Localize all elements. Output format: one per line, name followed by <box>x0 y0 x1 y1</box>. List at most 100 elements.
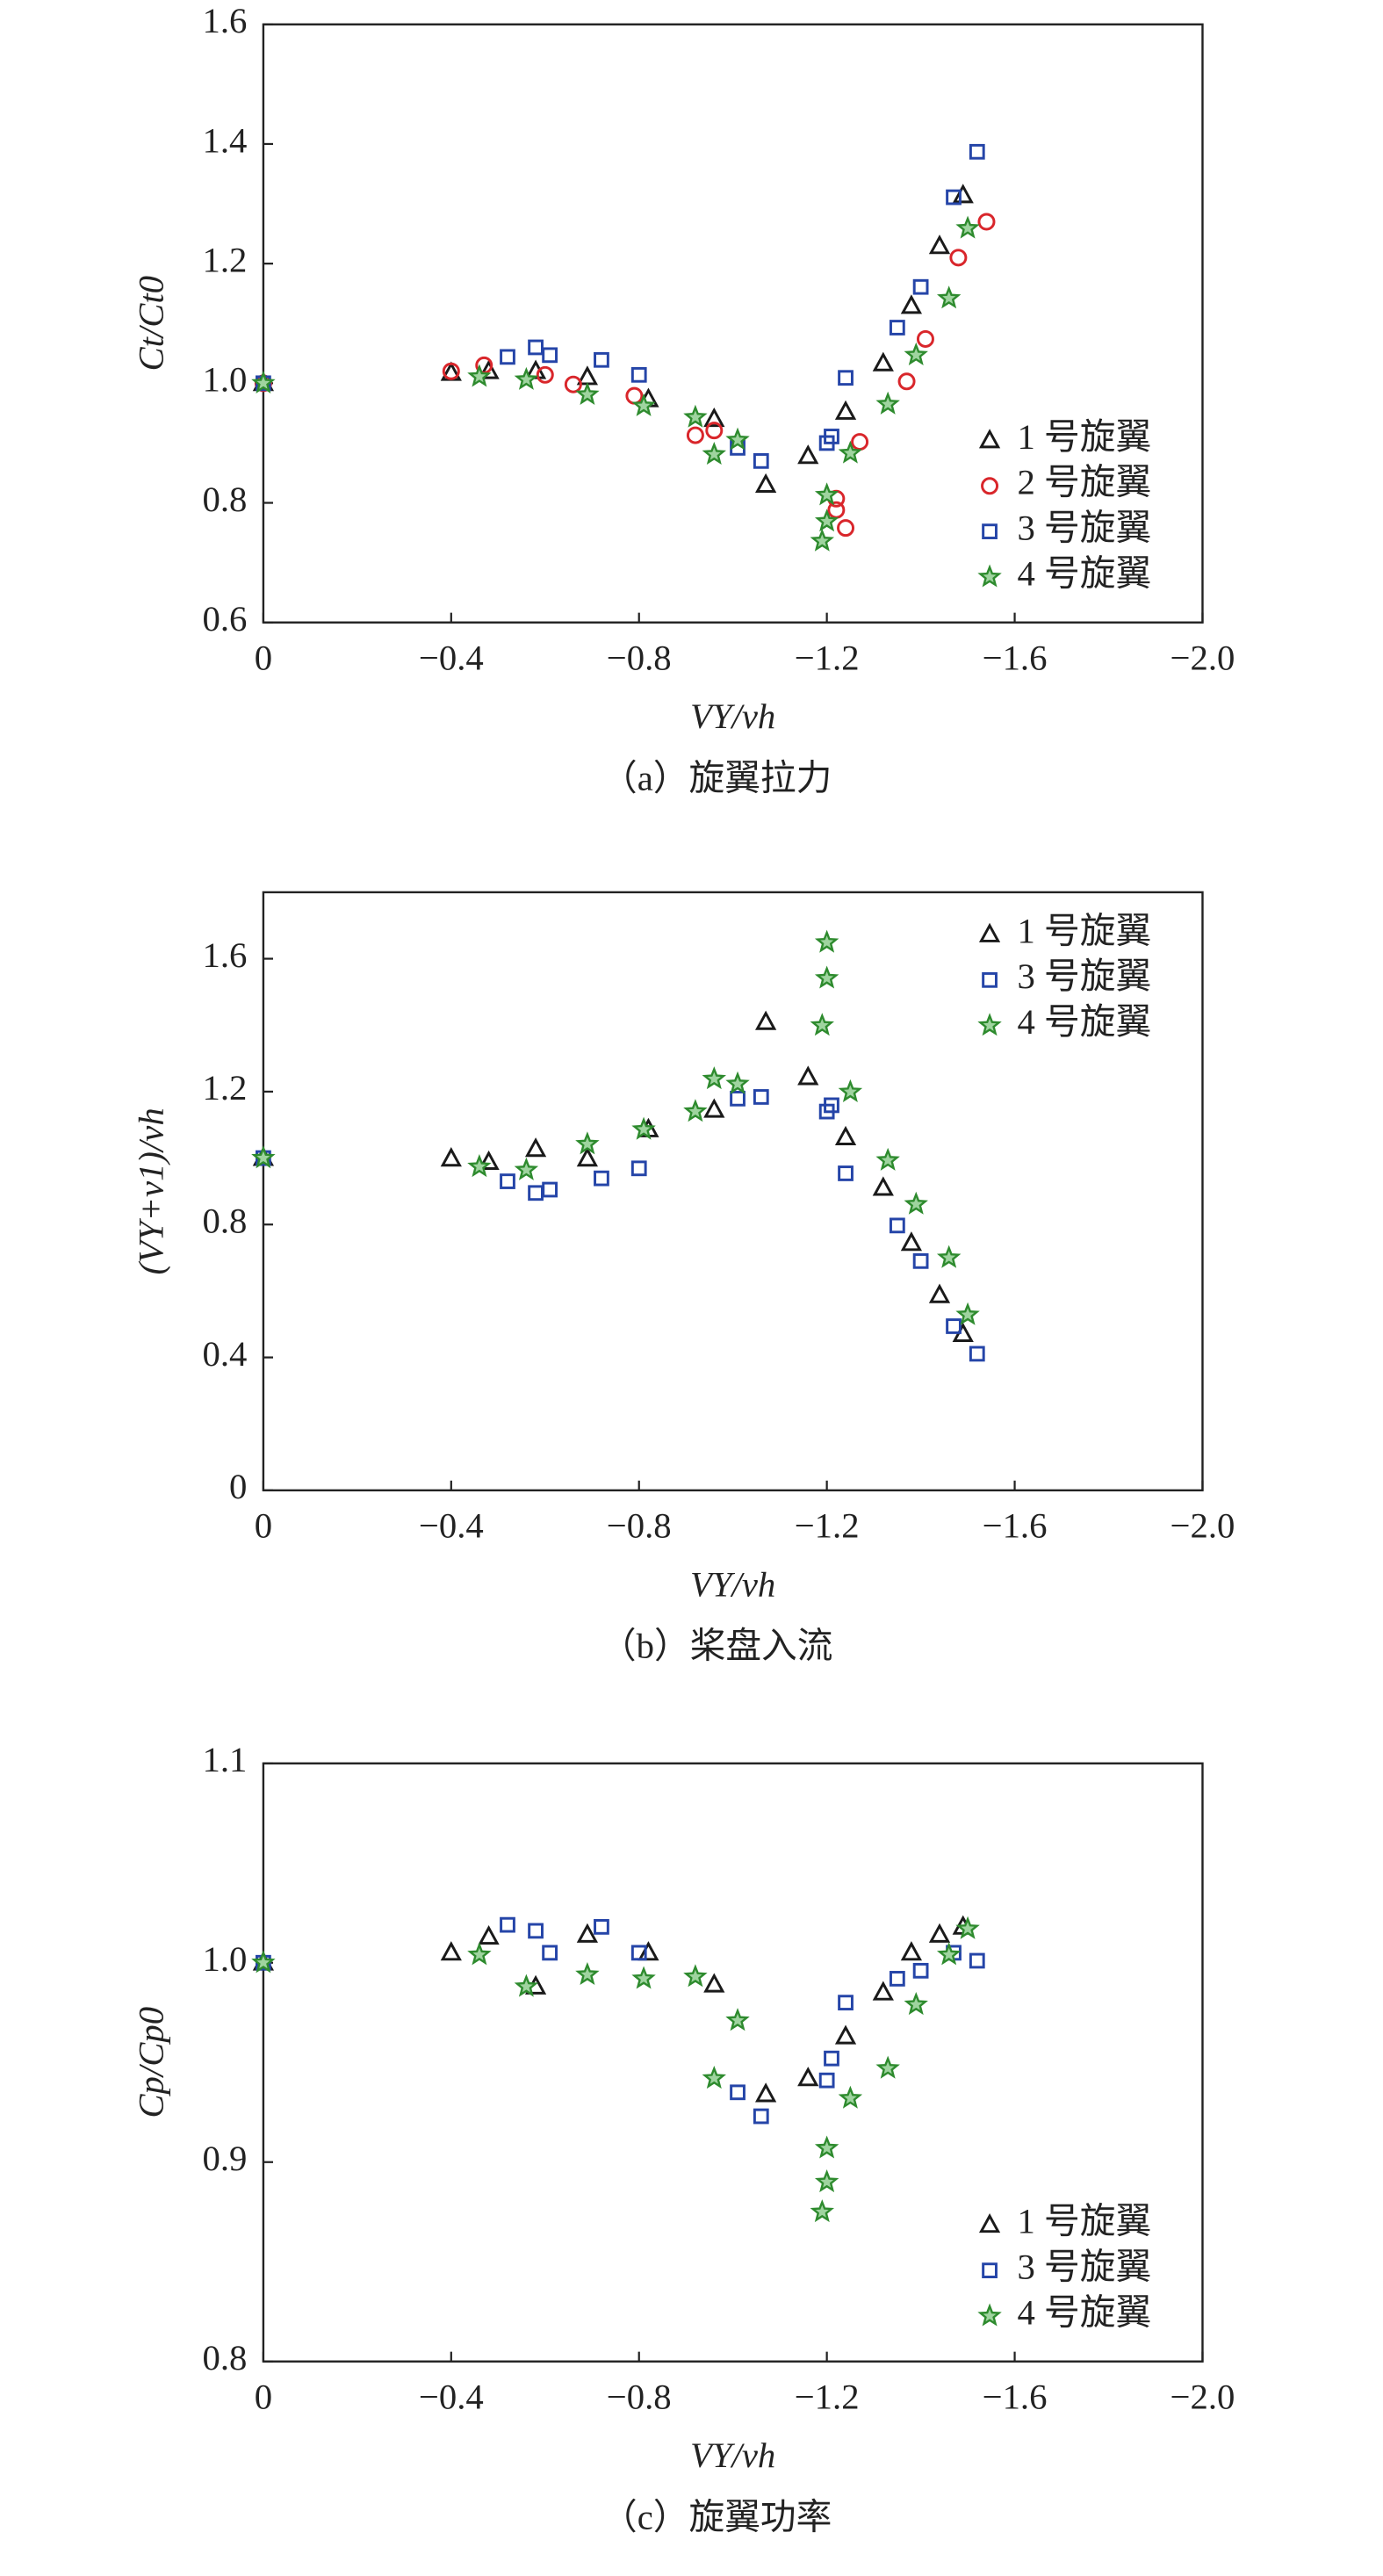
data-point <box>575 1961 600 1986</box>
data-point <box>824 2050 839 2067</box>
data-point <box>936 1942 962 1966</box>
y-axis-label: Ct/Ct0 <box>131 276 170 372</box>
data-point <box>797 444 819 465</box>
x-tick-label: −2.0 <box>1171 2377 1235 2416</box>
data-point <box>630 366 647 383</box>
data-point <box>528 1185 544 1201</box>
x-tick-label: −1.2 <box>795 1506 860 1546</box>
data-point <box>703 1973 725 1993</box>
data-point <box>730 2084 746 2101</box>
y-axis-label: Cp/Cp0 <box>131 2007 170 2118</box>
legend-marker <box>982 523 998 539</box>
data-point <box>928 1923 951 1943</box>
data-point <box>889 1217 905 1234</box>
legend-marker <box>978 922 1001 942</box>
data-point <box>725 427 750 451</box>
data-point <box>946 189 962 206</box>
data-point <box>824 1097 839 1114</box>
data-point <box>442 362 460 380</box>
data-point <box>838 1079 863 1102</box>
x-tick-label: −0.4 <box>419 638 484 677</box>
data-point <box>851 433 869 451</box>
y-tick-label: 1.6 <box>203 1 248 40</box>
x-tick-label: −2.0 <box>1171 1506 1235 1546</box>
legend-marker <box>982 971 998 988</box>
data-point <box>952 184 974 204</box>
data-point <box>514 1973 539 1997</box>
x-axis-label: VY/vh <box>690 1564 775 1604</box>
y-tick-label: 1.0 <box>203 1939 248 1979</box>
caption: （c）旋翼功率 <box>601 2497 832 2536</box>
data-point <box>755 473 777 493</box>
plot-frame <box>262 891 1204 1492</box>
data-point <box>467 1154 492 1178</box>
y-tick-label: 1.6 <box>203 935 248 975</box>
data-point <box>631 393 656 416</box>
data-point <box>928 235 951 255</box>
data-point <box>900 1941 923 1961</box>
legend-label: 2 号旋翼 <box>1018 463 1152 502</box>
data-point <box>725 1071 750 1094</box>
y-tick-label: 1.1 <box>203 1740 248 1779</box>
legend-label: 4 号旋翼 <box>1018 553 1152 593</box>
legend-marker <box>978 2213 1001 2233</box>
legend-label: 4 号旋翼 <box>1018 1002 1152 1042</box>
data-point <box>810 1013 834 1036</box>
data-point <box>625 386 644 405</box>
data-point <box>528 1923 544 1939</box>
data-point <box>977 213 996 231</box>
data-point <box>702 1066 726 1090</box>
x-tick-label: −1.6 <box>983 2377 1048 2416</box>
data-point <box>703 407 725 428</box>
legend-marker <box>977 1013 1002 1036</box>
y-tick-label: 0 <box>229 1467 247 1506</box>
data-point <box>683 1099 708 1122</box>
data-point <box>834 400 857 420</box>
x-tick-label: 0 <box>255 638 272 677</box>
data-point <box>753 452 769 469</box>
legend-label: 3 号旋翼 <box>1018 956 1152 996</box>
data-point <box>814 2135 839 2159</box>
data-point <box>755 2082 777 2103</box>
data-point <box>827 501 846 519</box>
plot-frame <box>262 23 1204 624</box>
x-axis-label: VY/vh <box>690 696 775 736</box>
y-tick-label: 0.8 <box>203 1201 248 1241</box>
data-point <box>872 351 894 372</box>
legend-marker <box>977 564 1002 588</box>
data-point <box>837 519 855 538</box>
y-tick-label: 1.2 <box>203 1068 248 1108</box>
data-point <box>875 2055 900 2079</box>
data-point <box>542 1181 558 1198</box>
caption: （b）桨盘入流 <box>601 1627 833 1666</box>
data-point <box>955 1916 980 1939</box>
data-point <box>834 2024 857 2045</box>
data-point <box>875 391 900 415</box>
data-point <box>838 2085 863 2109</box>
data-point <box>725 2008 750 2031</box>
data-point <box>838 370 854 386</box>
y-tick-label: 1.4 <box>203 120 248 160</box>
data-point <box>705 422 724 440</box>
x-tick-label: 0 <box>255 1506 272 1546</box>
data-point <box>814 965 839 989</box>
data-point <box>897 372 916 391</box>
y-tick-label: 0.8 <box>203 480 248 519</box>
data-point <box>594 1919 609 1935</box>
data-point <box>251 1145 276 1169</box>
data-point <box>949 249 968 267</box>
data-point <box>875 1147 900 1171</box>
data-point <box>824 429 839 444</box>
data-point <box>814 929 839 953</box>
data-point <box>936 1245 962 1268</box>
y-tick-label: 0.8 <box>203 2338 248 2378</box>
legend-marker <box>982 2262 998 2278</box>
legend-marker <box>978 429 1001 449</box>
data-point <box>542 1945 558 1961</box>
data-point <box>703 1098 725 1118</box>
x-tick-label: −0.4 <box>419 2377 484 2416</box>
data-point <box>889 320 905 336</box>
data-point <box>730 1090 746 1107</box>
data-point <box>818 2072 835 2089</box>
data-point <box>838 440 863 464</box>
